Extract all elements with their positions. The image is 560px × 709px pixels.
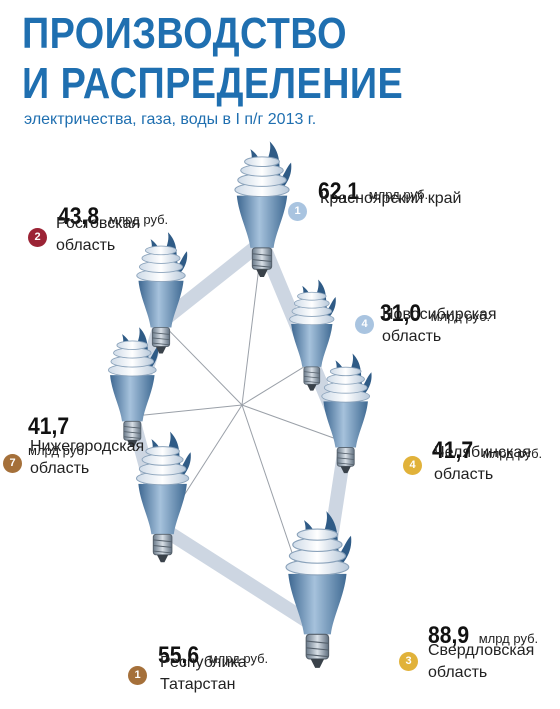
bulb-glass	[110, 375, 155, 422]
unit-label: млрд руб.	[208, 651, 269, 666]
bulb-base	[251, 247, 273, 270]
base-thread	[337, 457, 355, 460]
base-thread	[252, 259, 272, 262]
base-thread	[153, 550, 172, 554]
region-name: Новосибирская область	[382, 306, 497, 345]
base-thread	[337, 452, 355, 455]
region-name: Ростовская область	[56, 215, 141, 254]
value-label: 55,6	[158, 642, 200, 669]
bulb-glass	[288, 573, 347, 635]
bulb-tip	[157, 554, 169, 563]
value-label: 41,7	[432, 437, 474, 464]
bulb-marker	[285, 511, 352, 668]
bulb-tip	[155, 346, 167, 354]
coil-ring	[145, 446, 180, 457]
rank-badge: 4	[355, 315, 374, 334]
bulb-glass	[323, 401, 368, 448]
base-thread	[152, 342, 170, 346]
rank-badge: 7	[3, 454, 22, 473]
unit-label: млрд руб.	[430, 309, 491, 324]
bulb-glass	[291, 323, 333, 367]
base-thread	[123, 431, 141, 434]
bulb-tip	[310, 658, 325, 668]
region-value-block: 55,6 млрд руб.	[158, 642, 268, 670]
value-label: 31,0	[380, 300, 422, 327]
coil-ring	[144, 245, 178, 256]
bulb-tip	[256, 269, 268, 277]
bulb-marker	[321, 353, 372, 474]
chart-subtitle: электричества, газа, воды в I п/г 2013 г…	[24, 111, 317, 128]
base-thread	[152, 332, 170, 335]
base-thread	[303, 375, 320, 379]
rank-badge: 1	[288, 202, 307, 221]
base-thread	[303, 371, 320, 374]
coil-ring	[329, 366, 362, 377]
rank-badge: 1	[128, 666, 147, 685]
value-label: 62,1	[318, 178, 360, 205]
bulb-base	[151, 327, 171, 347]
value-label: 43,8	[58, 203, 100, 230]
unit-label: млрд руб.	[368, 187, 429, 202]
base-thread	[303, 380, 320, 384]
region-value-block: 88,9 млрд руб.	[428, 622, 538, 650]
axis-spoke	[160, 321, 243, 406]
base-thread	[153, 545, 172, 548]
rank-badge: 2	[28, 228, 47, 247]
coil-ring	[244, 156, 280, 168]
rank-badge: 4	[403, 456, 422, 475]
chart-title-line-2: И РАСПРЕДЕЛЕНИЕ	[22, 59, 404, 108]
base-thread	[306, 647, 329, 651]
value-label: 41,7	[28, 413, 70, 440]
region-value-block: 41,7 млрд руб.	[28, 413, 87, 458]
bulb-tip	[340, 466, 351, 474]
base-thread	[337, 462, 355, 466]
region-value-block: 43,8 млрд руб.	[58, 203, 168, 231]
axis-spoke	[241, 404, 346, 443]
rank-badge: 3	[399, 652, 418, 671]
base-thread	[252, 264, 272, 268]
region-name: Республика Татарстан	[160, 654, 247, 693]
chart-title-line-1: ПРОИЗВОДСТВО	[22, 9, 348, 58]
region-value-block: 41,7 млрд руб.	[432, 437, 542, 465]
region-name: Красноярский край	[320, 190, 462, 207]
unit-label: млрд руб.	[108, 212, 169, 227]
bulb-glass	[138, 280, 184, 328]
region-value-block: 62,1 млрд руб.	[318, 178, 428, 206]
base-thread	[152, 337, 170, 341]
axis-spoke	[132, 404, 243, 417]
base-thread	[306, 640, 329, 644]
bulb-base	[305, 633, 330, 660]
bulb-marker	[136, 431, 191, 563]
unit-label: млрд руб.	[478, 631, 539, 646]
value-label: 88,9	[428, 622, 470, 649]
region-name: Нижегородская область	[30, 438, 145, 477]
bulb-marker	[107, 327, 159, 447]
base-thread	[123, 436, 141, 439]
coil-ring	[116, 340, 149, 350]
unit-label: млрд руб.	[482, 446, 543, 461]
region-name: Свердловская область	[428, 642, 535, 681]
base-thread	[252, 253, 272, 257]
region-name: Челябинская область	[434, 444, 531, 483]
region-value-block: 31,0 млрд руб.	[380, 300, 490, 328]
bulb-marker	[136, 232, 188, 354]
unit-label: млрд руб.	[28, 443, 88, 458]
coil-ring	[296, 528, 339, 541]
coil-ring	[297, 291, 327, 301]
bulb-glass	[138, 483, 187, 535]
bulb-glass	[236, 195, 288, 248]
bulb-marker	[234, 141, 292, 277]
base-thread	[153, 539, 172, 543]
axis-spoke	[241, 361, 313, 406]
bulb-base	[303, 366, 321, 385]
base-thread	[306, 653, 329, 658]
base-thread	[123, 426, 141, 429]
bulb-marker	[289, 279, 336, 391]
